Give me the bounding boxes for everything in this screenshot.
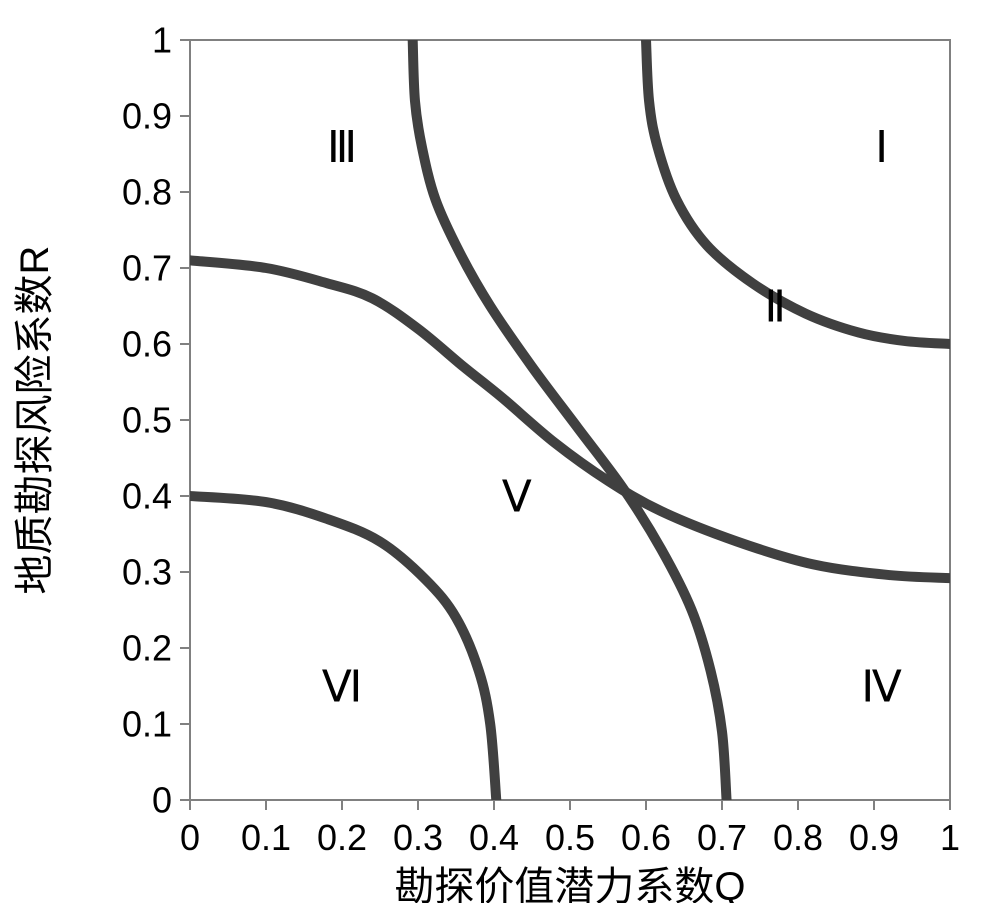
y-tick-label: 0.3 xyxy=(122,552,172,593)
y-tick-label: 0.6 xyxy=(122,324,172,365)
y-tick-label: 0.5 xyxy=(122,400,172,441)
region-label: Ⅵ xyxy=(322,662,363,711)
chart-svg: 0 0.1 0.2 0.3 0.4 0.5 0.6 0.7 0.8 0.9 1 0 0.1 0.2 0.3 0… xyxy=(0,0,994,903)
y-tick-label: 0.7 xyxy=(122,248,172,289)
x-axis-title: 勘探价值潜力系数Q xyxy=(394,865,745,903)
y-tick-label: 0.8 xyxy=(122,172,172,213)
x-tick-label: 0.2 xyxy=(317,817,367,858)
y-tick-label: 1 xyxy=(152,20,172,61)
y-axis-title: 地质勘探风险系数R xyxy=(13,246,57,595)
y-tick-label: 0 xyxy=(152,780,172,821)
x-tick-label: 0.9 xyxy=(849,817,899,858)
chart-container: 0 0.1 0.2 0.3 0.4 0.5 0.6 0.7 0.8 0.9 1 0 0.1 0.2 0.3 0… xyxy=(0,0,994,903)
x-tick-label: 0.8 xyxy=(773,817,823,858)
x-tick-label: 0.7 xyxy=(697,817,747,858)
y-tick-label: 0.1 xyxy=(122,704,172,745)
region-label: Ⅱ xyxy=(764,282,786,331)
x-tick-label: 0 xyxy=(180,817,200,858)
x-tick-label: 0.3 xyxy=(393,817,443,858)
region-label: Ⅲ xyxy=(327,123,357,172)
y-tick-label: 0.2 xyxy=(122,628,172,669)
x-tick-label: 0.1 xyxy=(241,817,291,858)
region-label: Ⅴ xyxy=(502,472,532,521)
x-tick-label: 1 xyxy=(940,817,960,858)
y-tick-label: 0.4 xyxy=(122,476,172,517)
x-tick-label: 0.6 xyxy=(621,817,671,858)
x-tick-label: 0.4 xyxy=(469,817,519,858)
region-label: Ⅰ xyxy=(875,123,888,172)
y-tick-label: 0.9 xyxy=(122,96,172,137)
region-label: Ⅳ xyxy=(861,662,902,711)
x-tick-label: 0.5 xyxy=(545,817,595,858)
